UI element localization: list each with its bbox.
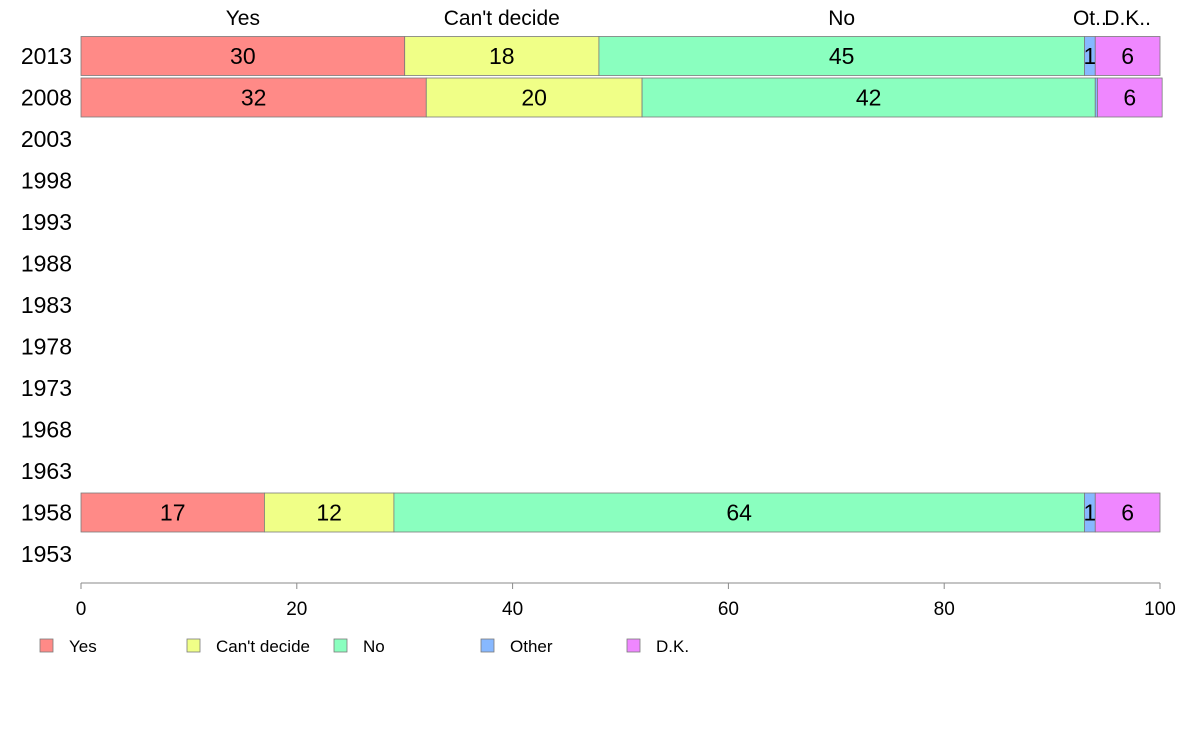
bar-segment	[1097, 77, 1163, 118]
y-tick-label: 1978	[21, 334, 72, 360]
x-tick-label: 60	[718, 599, 739, 620]
legend-label: Yes	[69, 637, 97, 656]
data-label: 1	[1083, 43, 1096, 69]
top-label: No	[828, 7, 855, 30]
y-tick-label: 1998	[21, 168, 72, 194]
bar-segment	[1094, 492, 1161, 533]
legend-label: No	[363, 637, 385, 656]
bar-segment	[80, 77, 427, 118]
x-tick-label: 100	[1144, 599, 1176, 620]
legend-swatch	[186, 638, 201, 653]
y-tick-label: 1973	[21, 375, 72, 401]
data-label: 45	[829, 43, 855, 69]
top-label: Can't decide	[444, 7, 560, 30]
x-tick-label: 40	[502, 599, 523, 620]
y-tick-label: 1968	[21, 417, 72, 443]
x-tick-label: 80	[934, 599, 955, 620]
bar-segment	[425, 77, 643, 118]
data-label: 42	[856, 85, 882, 111]
data-label: 6	[1121, 500, 1134, 526]
top-category-labels: Yes Can't decide No Ot..D.K..	[226, 7, 1151, 30]
top-label: Yes	[226, 7, 260, 30]
top-label: Ot..	[1073, 7, 1107, 30]
data-label: 1	[1083, 500, 1096, 526]
y-tick-label: 2008	[21, 85, 72, 111]
legend-swatch	[626, 638, 641, 653]
top-label: D.K..	[1104, 7, 1151, 30]
y-tick-label: 2013	[21, 43, 72, 69]
y-tick-label: 2003	[21, 126, 72, 152]
data-label: 20	[521, 85, 547, 111]
y-tick-label: 1988	[21, 251, 72, 277]
bar-segment	[80, 492, 265, 533]
y-tick-label: 1993	[21, 209, 72, 235]
legend-swatch	[333, 638, 348, 653]
bar-segment	[404, 36, 600, 76]
legend-label: Other	[510, 637, 553, 656]
bar-segment	[1094, 36, 1161, 76]
x-tick-label: 0	[76, 599, 87, 620]
bar-segment	[80, 36, 406, 76]
y-tick-label: 1953	[21, 541, 72, 567]
legend-swatch	[39, 638, 54, 653]
y-tick-label: 1958	[21, 500, 72, 526]
y-tick-label: 1983	[21, 292, 72, 318]
bar-segment	[641, 77, 1096, 118]
data-label: 18	[489, 43, 515, 69]
y-tick-label: 1963	[21, 458, 72, 484]
legend: Yes Can't decide No Other D.K.	[39, 637, 689, 656]
y-axis-year-labels: 2013 2008 2003 1998 1993 1988 1983 1978 1973 1968…	[21, 43, 72, 567]
legend-swatch	[480, 638, 495, 653]
data-label: 32	[241, 85, 267, 111]
bar-segment	[598, 36, 1085, 76]
data-label: 17	[160, 500, 186, 526]
x-axis: 0 20 40 60 80 100	[76, 582, 1176, 620]
data-label: 12	[316, 500, 342, 526]
legend-label: D.K.	[656, 637, 689, 656]
data-label: 6	[1123, 85, 1136, 111]
legend-label: Can't decide	[216, 637, 310, 656]
x-tick-label: 20	[286, 599, 307, 620]
data-label: 30	[230, 43, 256, 69]
data-label: 6	[1121, 43, 1134, 69]
data-label: 64	[726, 500, 752, 526]
bars: 30 18 45 1 632 20 42 617 12 64 1 6	[80, 36, 1163, 533]
bar-segment	[393, 492, 1085, 533]
